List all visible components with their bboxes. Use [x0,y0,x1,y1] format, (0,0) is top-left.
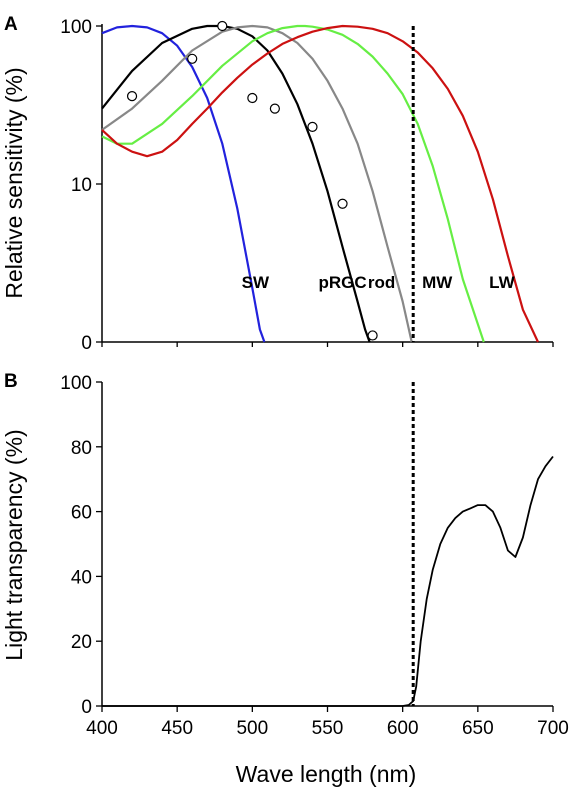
panel-b-label: B [4,371,18,392]
panel-b-x-tick-label: 450 [161,718,193,739]
panel-a-y-tick-label: 0 [81,333,92,354]
transparency-line [102,455,554,707]
series-mw-line [101,24,485,343]
series-rod-line [101,24,413,343]
panel-b-y-tick-label: 40 [71,567,92,588]
curve-label-sw: SW [242,273,270,292]
panel-b-y-tick-label: 100 [60,373,92,394]
panel-a: A Relative sensitivity (%) 0 10 100 SW pRGC… [1,14,554,354]
panel-b-x-tick-label: 600 [387,718,419,739]
panel-a-y-tick-label: 10 [71,175,92,196]
data-marker [247,92,258,104]
panel-a-axes [101,24,554,347]
panel-b-y-ticks: 0 20 40 60 80 100 [60,373,102,718]
panel-b-y-tick-label: 20 [71,632,92,653]
data-marker [126,91,138,102]
panel-b-x-ticks: 400 450 500 550 600 650 700 [86,706,569,739]
panel-b-x-tick-label: 650 [462,718,494,739]
panel-a-y-tick-label: 100 [60,17,92,38]
panel-b-x-tick-label: 700 [537,718,569,739]
panel-b: B Light transparency (%) Wave length (nm… [1,371,569,787]
curve-label-mw: MW [422,273,453,292]
series-sw-line [101,24,266,343]
panel-a-curve-labels: SW pRGC rod MW LW [242,273,516,292]
curve-label-prgc: pRGC [318,273,366,292]
panel-a-label: A [4,14,18,35]
data-marker [269,103,280,114]
series-lw-line [101,24,539,343]
panel-a-y-ticks: 0 10 100 [60,17,102,354]
panel-a-markers [126,20,378,341]
panel-a-curves [101,24,539,343]
x-axis-label: Wave length (nm) [236,761,417,787]
panel-b-x-tick-label: 400 [86,718,118,739]
panel-b-y-tick-label: 0 [81,697,92,718]
panel-a-y-axis-label: Relative sensitivity (%) [1,67,27,298]
panel-b-x-tick-label: 550 [312,718,344,739]
panel-b-x-tick-label: 500 [236,718,268,739]
data-marker [367,330,378,341]
data-marker [307,121,318,132]
series-prgc-line [101,24,371,343]
panel-b-y-tick-label: 60 [71,503,92,524]
data-marker [217,20,228,32]
panel-b-y-axis-label: Light transparency (%) [1,429,27,660]
panel-b-y-tick-label: 80 [71,438,92,459]
curve-label-rod: rod [368,273,395,292]
data-marker [337,198,348,209]
data-marker [187,53,198,64]
panel-b-curves [102,455,554,707]
panel-b-axes [101,382,553,707]
curve-label-lw: LW [489,273,515,292]
